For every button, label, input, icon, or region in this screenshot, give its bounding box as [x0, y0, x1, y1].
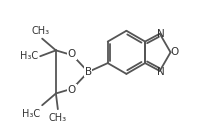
Text: CH₃: CH₃: [49, 113, 67, 123]
Text: N: N: [157, 67, 165, 77]
Text: B: B: [85, 67, 92, 77]
Text: H₃C: H₃C: [22, 109, 40, 119]
Text: O: O: [67, 49, 76, 59]
Text: O: O: [170, 47, 179, 57]
Text: CH₃: CH₃: [31, 26, 49, 36]
Text: O: O: [67, 85, 76, 95]
Text: N: N: [157, 29, 165, 39]
Text: H₃C: H₃C: [20, 51, 38, 61]
